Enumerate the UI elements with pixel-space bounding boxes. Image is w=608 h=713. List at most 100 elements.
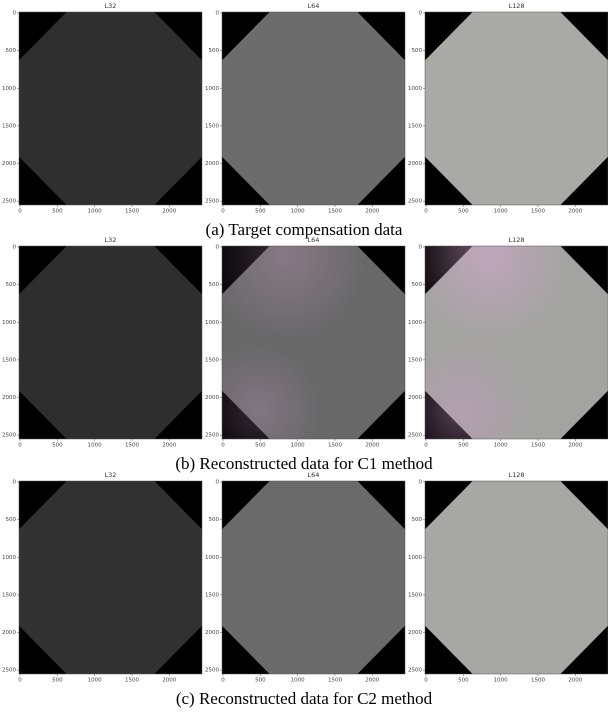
y-tick-label: 0 xyxy=(216,480,220,486)
x-tick-label: 500 xyxy=(52,209,63,215)
y-tick-label: 1000 xyxy=(2,86,16,92)
x-tick-label: 2000 xyxy=(162,209,176,215)
x-tick-label: 1500 xyxy=(531,443,545,449)
y-tick-label: 500 xyxy=(209,517,220,523)
y-tick-label: 500 xyxy=(412,48,423,54)
caption: (c) Reconstructed data for C2 method xyxy=(176,689,433,708)
x-tick-label: 2000 xyxy=(162,678,176,684)
y-tick-label: 0 xyxy=(13,11,17,17)
y-tick-label: 2000 xyxy=(205,161,219,167)
x-tick-label: 0 xyxy=(221,209,225,215)
x-tick-label: 1500 xyxy=(328,443,342,449)
y-tick-label: 2000 xyxy=(408,395,422,401)
x-tick-label: 500 xyxy=(458,209,469,215)
x-tick-label: 1000 xyxy=(494,678,508,684)
x-tick-label: 1000 xyxy=(494,209,508,215)
x-tick-label: 1500 xyxy=(125,443,139,449)
y-tick-label: 2000 xyxy=(408,630,422,636)
y-tick-label: 0 xyxy=(419,245,423,251)
panel-title: L32 xyxy=(105,471,117,479)
x-tick-label: 2000 xyxy=(568,443,582,449)
x-tick-label: 0 xyxy=(18,209,22,215)
y-tick-label: 2500 xyxy=(408,433,422,439)
y-tick-label: 1000 xyxy=(205,320,219,326)
y-tick-label: 500 xyxy=(412,517,423,523)
panel-title: L64 xyxy=(308,471,320,479)
y-tick-label: 2500 xyxy=(205,433,219,439)
octagon-image xyxy=(425,481,608,674)
y-tick-label: 500 xyxy=(6,48,17,54)
y-tick-label: 500 xyxy=(6,517,17,523)
x-tick-label: 2000 xyxy=(162,443,176,449)
x-tick-label: 1000 xyxy=(291,678,305,684)
y-tick-label: 2500 xyxy=(408,199,422,205)
y-tick-label: 1000 xyxy=(408,86,422,92)
y-tick-label: 0 xyxy=(419,480,423,486)
y-tick-label: 2000 xyxy=(2,630,16,636)
x-tick-label: 0 xyxy=(18,443,22,449)
y-tick-label: 1000 xyxy=(2,320,16,326)
y-tick-label: 2500 xyxy=(408,668,422,674)
y-tick-label: 1500 xyxy=(2,592,16,598)
panel-title: L32 xyxy=(105,236,117,244)
x-tick-label: 500 xyxy=(458,443,469,449)
y-tick-label: 2000 xyxy=(205,630,219,636)
y-tick-label: 2000 xyxy=(408,161,422,167)
y-tick-label: 2500 xyxy=(205,668,219,674)
y-tick-label: 2000 xyxy=(2,395,16,401)
x-tick-label: 2000 xyxy=(568,209,582,215)
x-tick-label: 0 xyxy=(424,678,428,684)
y-tick-label: 2500 xyxy=(205,199,219,205)
x-tick-label: 2000 xyxy=(365,678,379,684)
x-tick-label: 1000 xyxy=(88,678,102,684)
y-tick-label: 1000 xyxy=(408,320,422,326)
octagon-image xyxy=(19,246,202,439)
y-tick-label: 1500 xyxy=(408,357,422,363)
x-tick-label: 1500 xyxy=(328,678,342,684)
x-tick-label: 2000 xyxy=(365,209,379,215)
y-tick-label: 500 xyxy=(412,282,423,288)
y-tick-label: 1000 xyxy=(205,555,219,561)
x-tick-label: 1500 xyxy=(125,678,139,684)
caption: (a) Target compensation data xyxy=(206,220,403,239)
panel-title: L128 xyxy=(508,471,524,479)
y-tick-label: 0 xyxy=(419,11,423,17)
y-tick-label: 0 xyxy=(13,245,17,251)
x-tick-label: 1500 xyxy=(125,209,139,215)
y-tick-label: 1500 xyxy=(2,357,16,363)
y-tick-label: 0 xyxy=(13,480,17,486)
x-tick-label: 1500 xyxy=(328,209,342,215)
panel-title: L64 xyxy=(308,236,320,244)
x-tick-label: 2000 xyxy=(365,443,379,449)
x-tick-label: 0 xyxy=(221,678,225,684)
x-tick-label: 1000 xyxy=(291,209,305,215)
y-tick-label: 500 xyxy=(209,48,220,54)
x-tick-label: 500 xyxy=(458,678,469,684)
octagon-image xyxy=(222,12,405,205)
color-artifact xyxy=(425,246,608,439)
y-tick-label: 0 xyxy=(216,245,220,251)
panel-title: L128 xyxy=(508,236,524,244)
octagon-image xyxy=(222,481,405,674)
y-tick-label: 500 xyxy=(209,282,220,288)
x-tick-label: 1000 xyxy=(88,209,102,215)
octagon-image xyxy=(425,12,608,205)
y-tick-label: 1500 xyxy=(205,123,219,129)
y-tick-label: 2500 xyxy=(2,199,16,205)
x-tick-label: 0 xyxy=(424,443,428,449)
y-tick-label: 2000 xyxy=(2,161,16,167)
octagon-image xyxy=(19,481,202,674)
figure: L32050010001500200025000500100015002000L… xyxy=(0,0,608,713)
x-tick-label: 500 xyxy=(255,678,266,684)
y-tick-label: 1500 xyxy=(408,123,422,129)
y-tick-label: 2500 xyxy=(2,433,16,439)
y-tick-label: 0 xyxy=(216,11,220,17)
y-tick-label: 500 xyxy=(6,282,17,288)
panel-title: L32 xyxy=(105,2,117,10)
octagon-image xyxy=(19,12,202,205)
x-tick-label: 500 xyxy=(255,443,266,449)
y-tick-label: 1000 xyxy=(408,555,422,561)
x-tick-label: 1500 xyxy=(531,209,545,215)
y-tick-label: 2500 xyxy=(2,668,16,674)
x-tick-label: 1000 xyxy=(88,443,102,449)
